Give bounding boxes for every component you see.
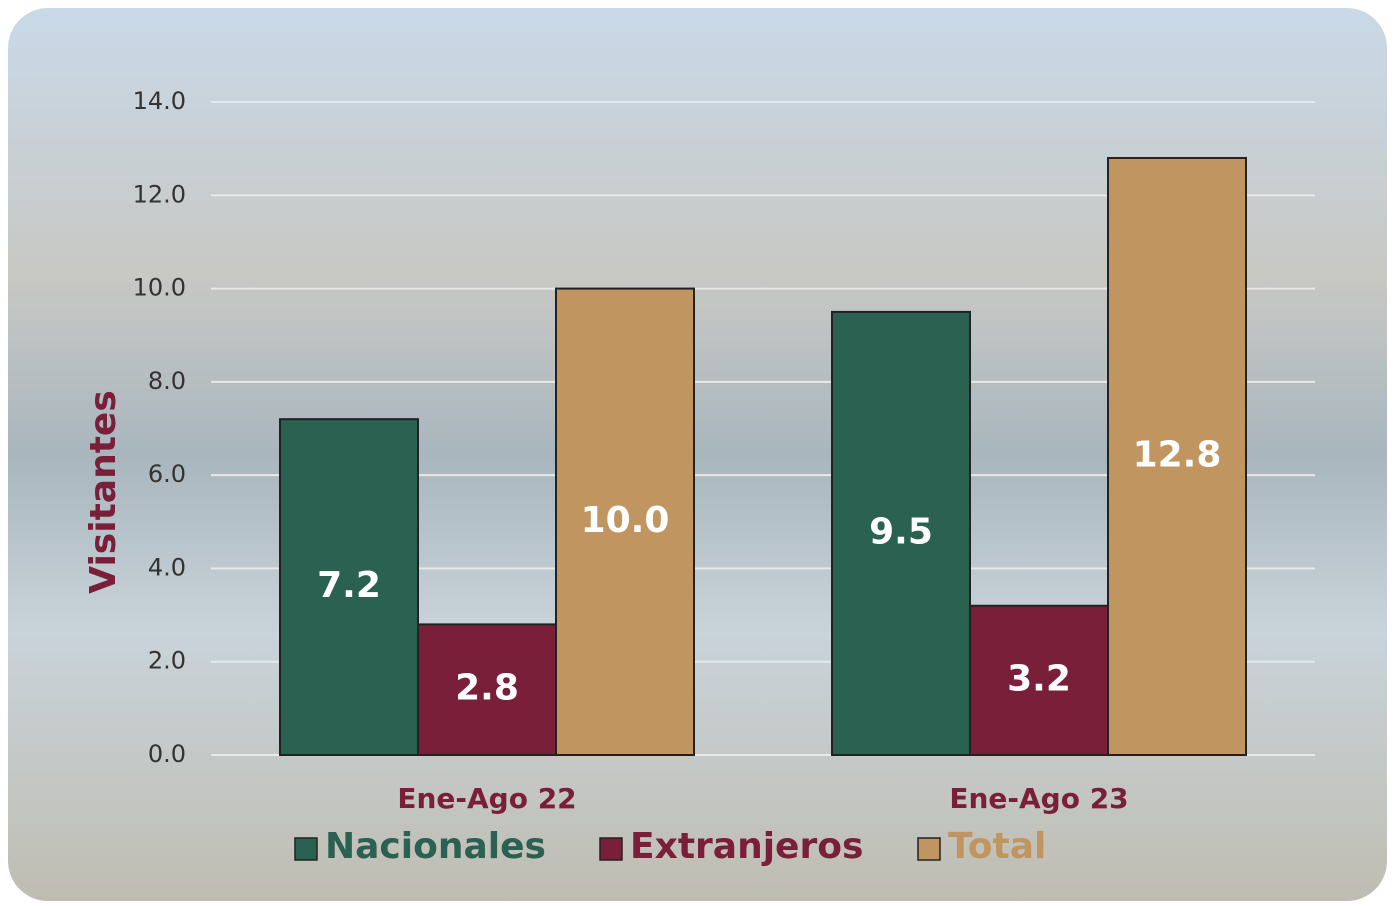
value-label: 9.5	[869, 511, 933, 552]
bar	[279, 418, 419, 756]
y-axis-label: Visitantes	[83, 390, 124, 594]
legend-swatch	[294, 837, 318, 861]
y-tick-label: 12.0	[133, 180, 186, 208]
legend-label: Nacionales	[325, 826, 546, 867]
legend-swatch	[599, 837, 623, 861]
x-tick-label: Ene-Ago 22	[397, 782, 576, 815]
y-tick-label: 0.0	[148, 740, 186, 768]
y-tick-label: 10.0	[133, 274, 186, 302]
y-tick-label: 4.0	[148, 553, 186, 581]
y-tick-label: 14.0	[133, 87, 186, 115]
legend-swatch	[917, 837, 941, 861]
legend-label: Total	[948, 826, 1046, 867]
y-tick-label: 2.0	[148, 647, 186, 675]
value-label: 7.2	[317, 565, 381, 606]
value-label: 2.8	[455, 668, 519, 709]
value-label: 3.2	[1007, 658, 1071, 699]
y-tick-label: 8.0	[148, 367, 186, 395]
value-label: 12.8	[1133, 434, 1222, 475]
bar	[1107, 156, 1247, 756]
value-label: 10.0	[581, 500, 670, 541]
legend-label: Extranjeros	[630, 826, 863, 867]
x-tick-label: Ene-Ago 23	[949, 782, 1128, 815]
y-tick-label: 6.0	[148, 460, 186, 488]
bar	[831, 310, 971, 756]
bar	[555, 287, 695, 756]
